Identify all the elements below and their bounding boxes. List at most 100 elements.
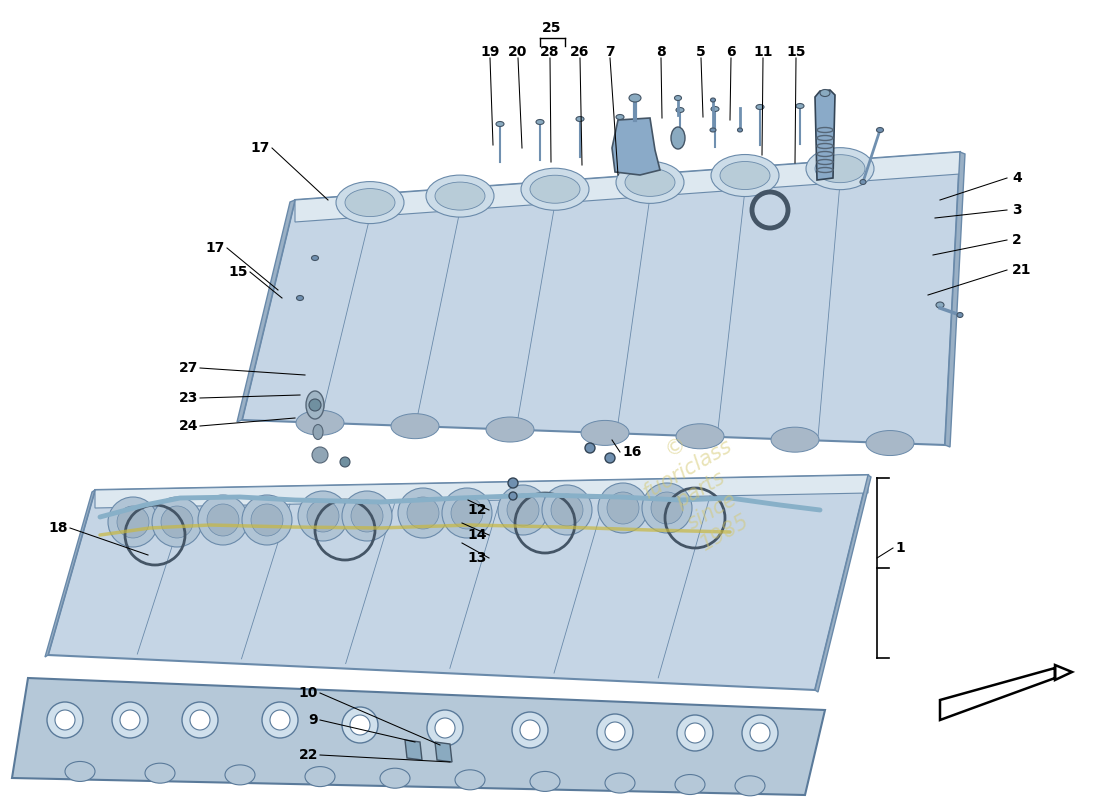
Circle shape: [190, 710, 210, 730]
Text: 21: 21: [1012, 263, 1032, 277]
Polygon shape: [945, 152, 965, 447]
Polygon shape: [48, 475, 868, 690]
Text: 12: 12: [468, 503, 487, 517]
Ellipse shape: [806, 148, 874, 190]
Polygon shape: [815, 475, 871, 692]
Ellipse shape: [671, 127, 685, 149]
Circle shape: [342, 707, 378, 743]
Text: 16: 16: [621, 445, 641, 459]
Circle shape: [350, 715, 370, 735]
Circle shape: [242, 495, 292, 545]
Polygon shape: [295, 152, 960, 222]
Ellipse shape: [771, 427, 820, 452]
Ellipse shape: [486, 417, 534, 442]
Polygon shape: [242, 152, 960, 445]
Text: 11: 11: [754, 45, 772, 59]
Circle shape: [182, 702, 218, 738]
Circle shape: [685, 723, 705, 743]
Circle shape: [112, 702, 148, 738]
Circle shape: [507, 494, 539, 526]
Text: 7: 7: [605, 45, 615, 59]
Text: 26: 26: [570, 45, 590, 59]
Ellipse shape: [711, 98, 715, 102]
Text: 22: 22: [298, 748, 318, 762]
Ellipse shape: [306, 391, 324, 419]
Ellipse shape: [455, 770, 485, 790]
Ellipse shape: [711, 154, 779, 197]
Ellipse shape: [629, 94, 641, 102]
Ellipse shape: [860, 179, 866, 185]
Ellipse shape: [521, 168, 588, 210]
Ellipse shape: [311, 255, 319, 261]
Ellipse shape: [226, 765, 255, 785]
Ellipse shape: [305, 766, 336, 786]
Ellipse shape: [530, 771, 560, 791]
Text: 17: 17: [251, 141, 270, 155]
Circle shape: [262, 702, 298, 738]
Ellipse shape: [336, 182, 404, 223]
Polygon shape: [940, 665, 1072, 720]
Circle shape: [47, 702, 82, 738]
Ellipse shape: [496, 122, 504, 126]
Text: 1: 1: [895, 541, 904, 555]
Circle shape: [585, 443, 595, 453]
Polygon shape: [815, 90, 835, 180]
Text: 3: 3: [1012, 203, 1022, 217]
Ellipse shape: [877, 127, 883, 133]
Ellipse shape: [434, 182, 485, 210]
Ellipse shape: [345, 189, 395, 217]
Text: 13: 13: [468, 551, 487, 565]
Polygon shape: [612, 118, 660, 175]
Ellipse shape: [737, 128, 742, 132]
Ellipse shape: [957, 313, 962, 318]
Ellipse shape: [936, 302, 944, 308]
Text: ©
fuoriclass
parts
since
1985: © fuoriclass parts since 1985: [627, 414, 773, 566]
Circle shape: [398, 488, 448, 538]
Circle shape: [542, 485, 592, 535]
Circle shape: [451, 497, 483, 529]
Text: 4: 4: [1012, 171, 1022, 185]
Ellipse shape: [314, 425, 323, 439]
Circle shape: [607, 492, 639, 524]
Ellipse shape: [756, 105, 764, 110]
Circle shape: [605, 453, 615, 463]
Ellipse shape: [605, 773, 635, 793]
Circle shape: [509, 492, 517, 500]
Text: 15: 15: [229, 265, 248, 279]
Polygon shape: [236, 200, 295, 422]
Circle shape: [207, 504, 239, 536]
Circle shape: [427, 710, 463, 746]
Text: 23: 23: [178, 391, 198, 405]
Circle shape: [161, 506, 192, 538]
Circle shape: [340, 457, 350, 467]
Circle shape: [312, 447, 328, 463]
Text: 17: 17: [206, 241, 225, 255]
Circle shape: [520, 720, 540, 740]
Circle shape: [407, 497, 439, 529]
Text: 15: 15: [786, 45, 805, 59]
Circle shape: [298, 491, 348, 541]
Ellipse shape: [815, 154, 865, 182]
Text: 25: 25: [542, 21, 562, 35]
Polygon shape: [434, 742, 452, 762]
Circle shape: [120, 710, 140, 730]
Polygon shape: [95, 475, 868, 508]
Ellipse shape: [710, 128, 716, 132]
Text: 20: 20: [508, 45, 528, 59]
Circle shape: [307, 500, 339, 532]
Circle shape: [270, 710, 290, 730]
Text: 6: 6: [726, 45, 736, 59]
Ellipse shape: [426, 175, 494, 217]
Circle shape: [309, 399, 321, 411]
Text: 18: 18: [48, 521, 68, 535]
Circle shape: [605, 722, 625, 742]
Ellipse shape: [866, 430, 914, 455]
Text: 2: 2: [1012, 233, 1022, 247]
Ellipse shape: [676, 107, 684, 113]
Ellipse shape: [145, 763, 175, 783]
Circle shape: [651, 492, 683, 524]
Polygon shape: [405, 740, 422, 760]
Text: 28: 28: [540, 45, 560, 59]
Circle shape: [198, 495, 248, 545]
Text: 14: 14: [468, 528, 487, 542]
